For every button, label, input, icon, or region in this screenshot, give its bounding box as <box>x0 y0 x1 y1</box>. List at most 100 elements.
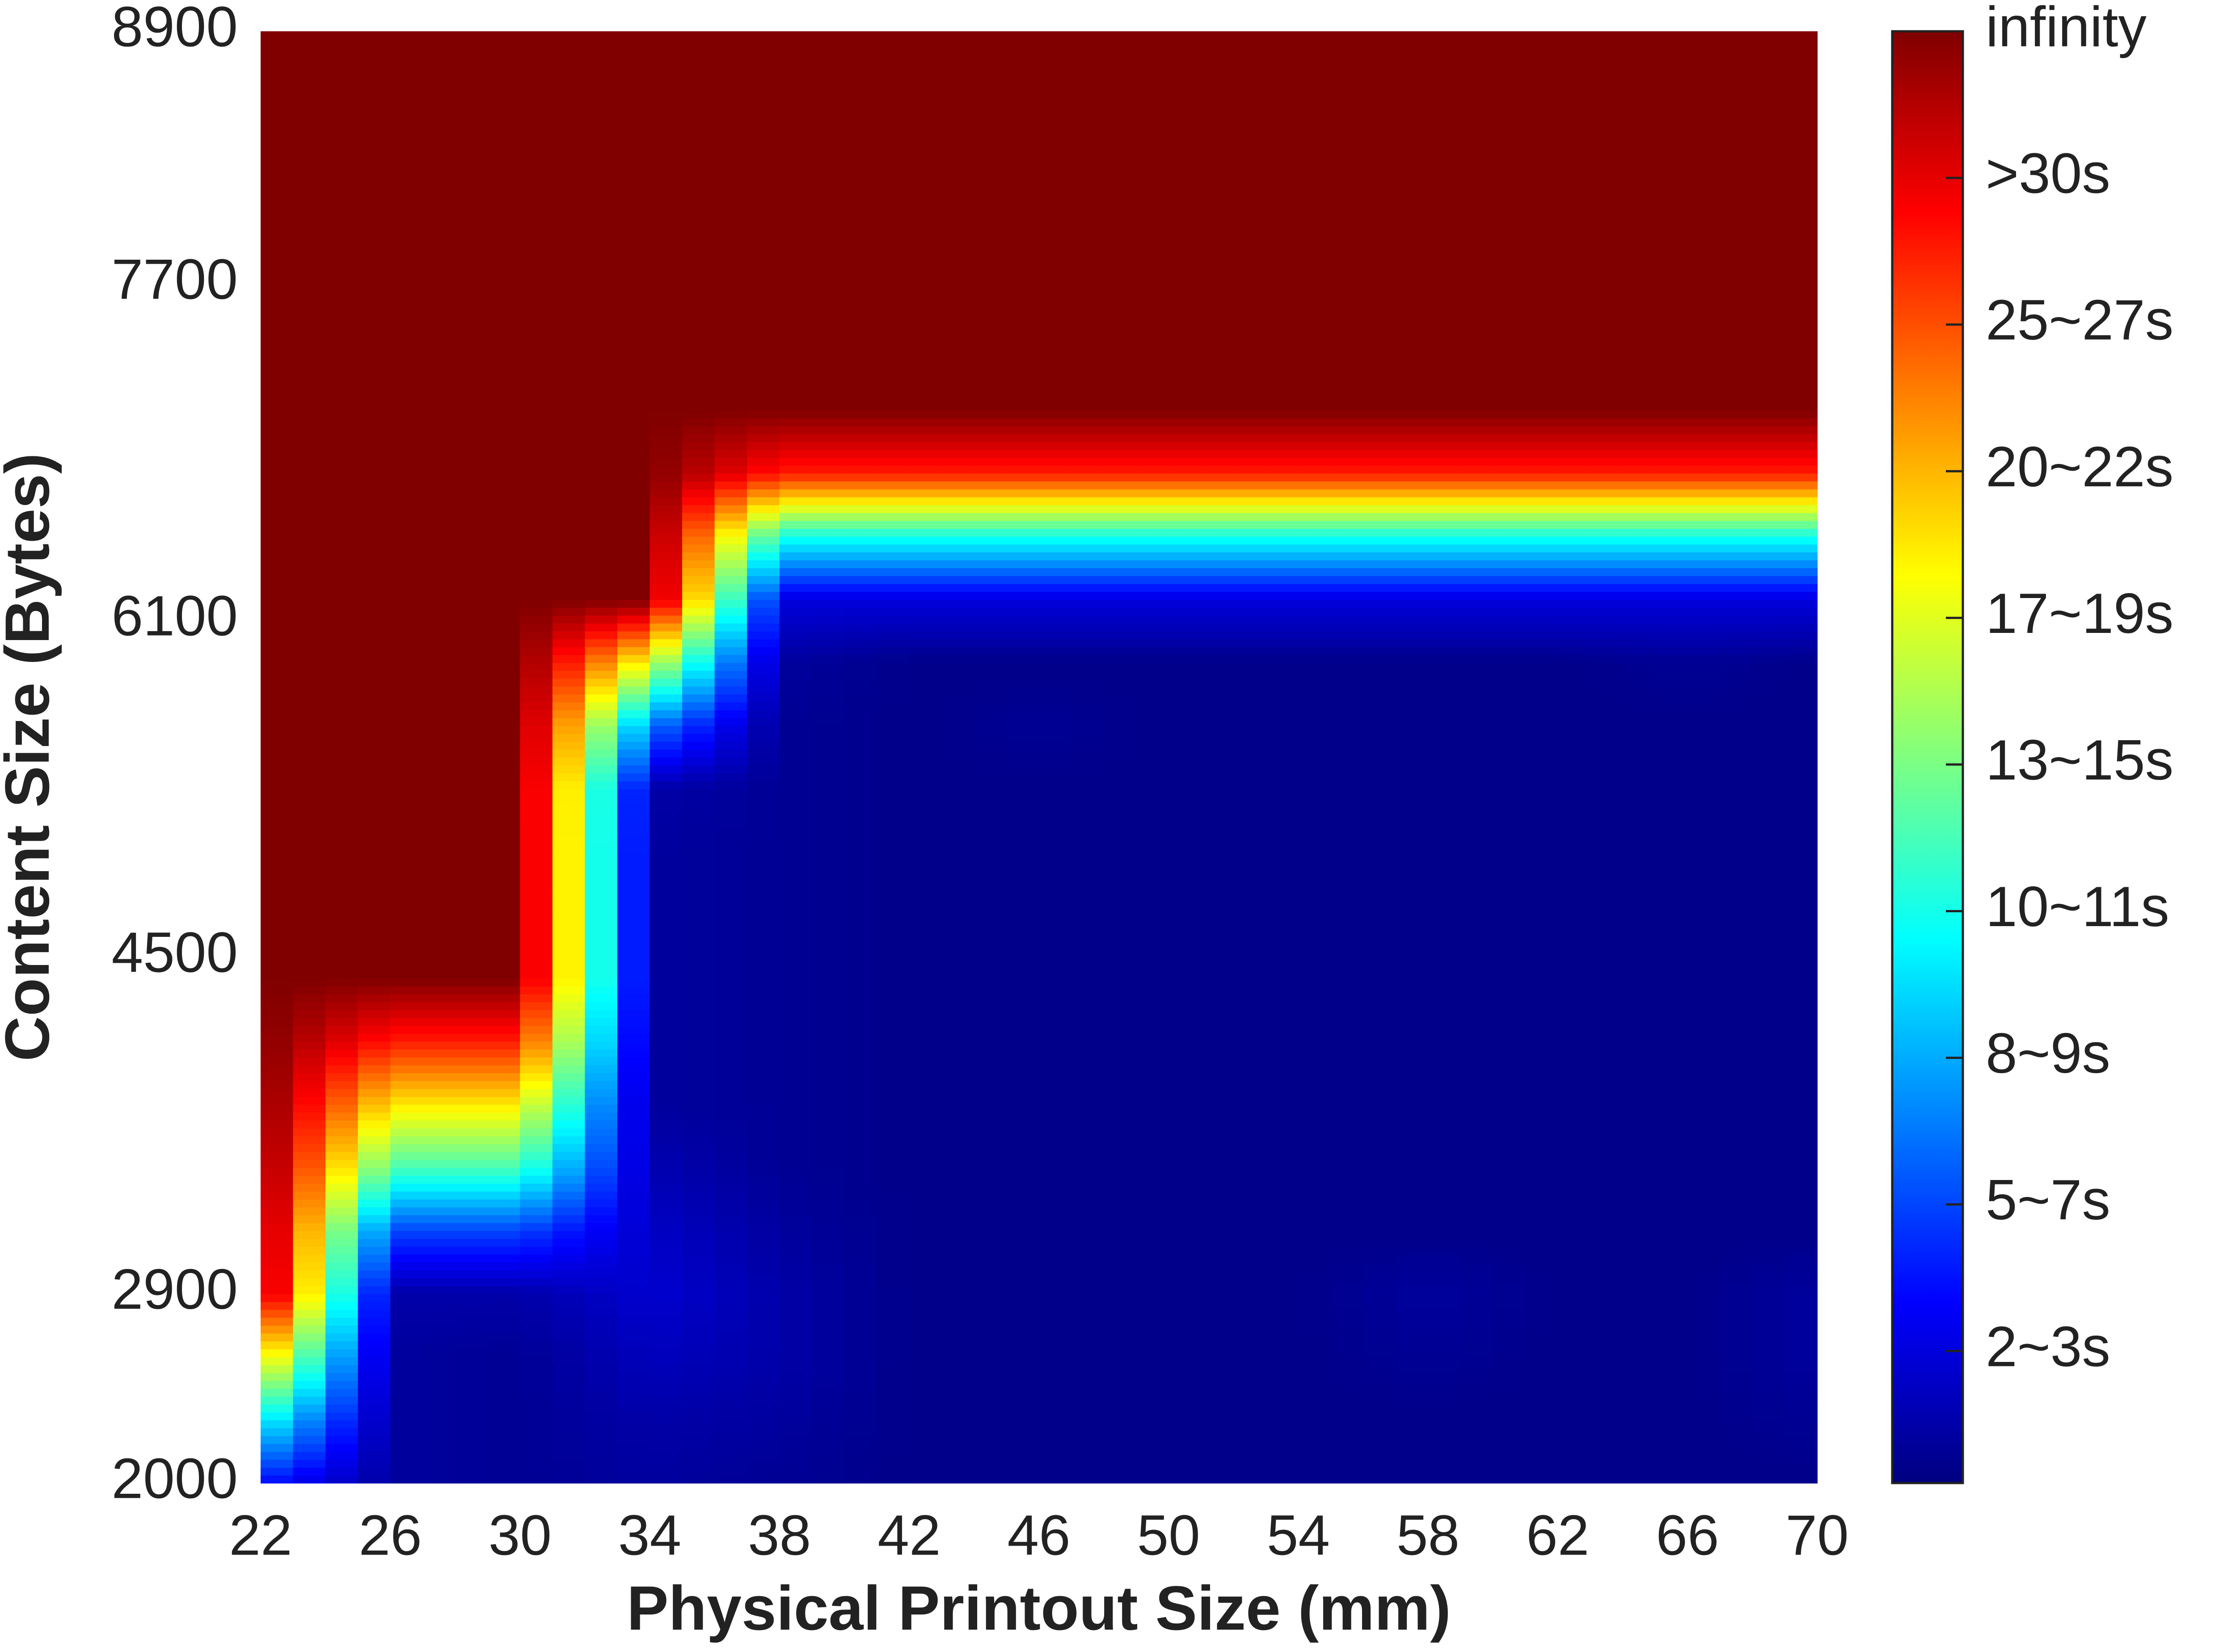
contour-cell <box>812 1404 845 1413</box>
contour-cell <box>422 1475 456 1483</box>
contour-cell <box>941 1151 975 1160</box>
contour-cell <box>1720 1443 1753 1452</box>
contour-cell <box>1233 946 1266 955</box>
contour-cell <box>1622 915 1656 923</box>
contour-cell <box>325 1412 359 1420</box>
contour-cell <box>812 1302 845 1310</box>
contour-cell <box>1039 1309 1072 1318</box>
contour-cell <box>1298 1183 1331 1192</box>
contour-cell <box>552 812 586 821</box>
contour-cell <box>1330 1199 1364 1208</box>
contour-cell <box>682 1120 715 1129</box>
contour-cell <box>1298 1065 1331 1074</box>
contour-cell <box>617 741 650 750</box>
contour-cell <box>1298 1231 1331 1239</box>
contour-cell <box>974 939 1007 947</box>
contour-cell <box>1428 1278 1461 1286</box>
contour-cell <box>714 780 748 789</box>
contour-cell <box>585 1009 618 1018</box>
contour-cell <box>293 780 326 789</box>
contour-cell <box>1169 962 1202 971</box>
contour-cell <box>293 1341 326 1349</box>
contour-cell <box>682 1041 715 1050</box>
contour-cell <box>1395 836 1429 845</box>
contour-cell <box>779 1302 813 1310</box>
contour-cell <box>1298 1151 1331 1160</box>
contour-cell <box>714 875 748 884</box>
contour-cell <box>909 907 942 916</box>
contour-cell <box>909 1436 942 1444</box>
contour-cell <box>1233 939 1266 947</box>
contour-cell <box>422 1388 456 1397</box>
contour-cell <box>1233 1214 1266 1223</box>
contour-cell <box>909 923 942 931</box>
contour-cell <box>390 1349 423 1357</box>
contour-cell <box>1655 773 1688 781</box>
contour-cell <box>1233 1128 1266 1137</box>
contour-cell <box>909 1404 942 1413</box>
contour-cell <box>1136 686 1169 695</box>
contour-cell <box>1784 1159 1818 1168</box>
contour-cell <box>1104 1294 1137 1302</box>
contour-cell <box>1071 1112 1105 1121</box>
contour-cell <box>1363 883 1396 892</box>
contour-cell <box>1428 1104 1461 1113</box>
contour-cell <box>682 1436 715 1444</box>
contour-cell <box>455 836 488 845</box>
contour-cell <box>1460 986 1493 995</box>
contour-cell <box>974 1049 1007 1058</box>
contour-cell <box>1525 725 1558 734</box>
contour-cell <box>1622 1349 1656 1357</box>
contour-cell <box>1266 1246 1299 1255</box>
contour-cell <box>1687 1372 1721 1381</box>
contour-cell <box>844 1467 877 1476</box>
contour-cell <box>1363 780 1396 789</box>
contour-cell <box>1590 915 1623 923</box>
contour-cell <box>844 1191 877 1200</box>
contour-cell <box>1169 1049 1202 1058</box>
contour-cell <box>650 1451 683 1460</box>
contour-cell <box>714 1404 748 1413</box>
contour-cell <box>487 1428 521 1437</box>
contour-cell <box>1720 1143 1753 1152</box>
contour-cell <box>1233 868 1266 876</box>
contour-cell <box>1460 1073 1493 1081</box>
contour-cell <box>1266 970 1299 979</box>
contour-cell <box>974 1333 1007 1342</box>
contour-cell <box>358 1341 391 1349</box>
contour-cell <box>358 702 391 711</box>
contour-cell <box>552 907 586 916</box>
contour-cell <box>1169 1214 1202 1223</box>
contour-cell <box>1201 1009 1234 1018</box>
contour-cell <box>650 1459 683 1468</box>
contour-cell <box>1395 1214 1429 1223</box>
contour-cell <box>682 780 715 789</box>
contour-cell <box>1752 1278 1785 1286</box>
contour-cell <box>390 1317 423 1326</box>
contour-cell <box>779 1175 813 1184</box>
contour-cell <box>325 1372 359 1381</box>
contour-cell <box>1655 1302 1688 1310</box>
contour-cell <box>617 1309 650 1318</box>
contour-cell <box>1460 812 1493 821</box>
contour-cell <box>1525 1349 1558 1357</box>
contour-cell <box>941 1254 975 1263</box>
contour-cell <box>358 1475 391 1483</box>
contour-cell <box>1752 749 1785 758</box>
contour-cell <box>1752 1096 1785 1105</box>
contour-cell <box>1169 1333 1202 1342</box>
contour-cell <box>682 1025 715 1034</box>
contour-cell <box>358 1159 391 1168</box>
contour-cell <box>1201 1254 1234 1263</box>
contour-cell <box>325 1096 359 1105</box>
contour-cell <box>1590 962 1623 971</box>
contour-cell <box>1655 1017 1688 1026</box>
contour-cell <box>1330 1365 1364 1373</box>
contour-cell <box>1655 844 1688 852</box>
contour-cell <box>941 1041 975 1050</box>
contour-cell <box>1655 1443 1688 1452</box>
contour-cell <box>455 1262 488 1271</box>
contour-cell <box>1557 1143 1591 1152</box>
contour-cell <box>1525 1428 1558 1437</box>
contour-cell <box>487 946 521 955</box>
